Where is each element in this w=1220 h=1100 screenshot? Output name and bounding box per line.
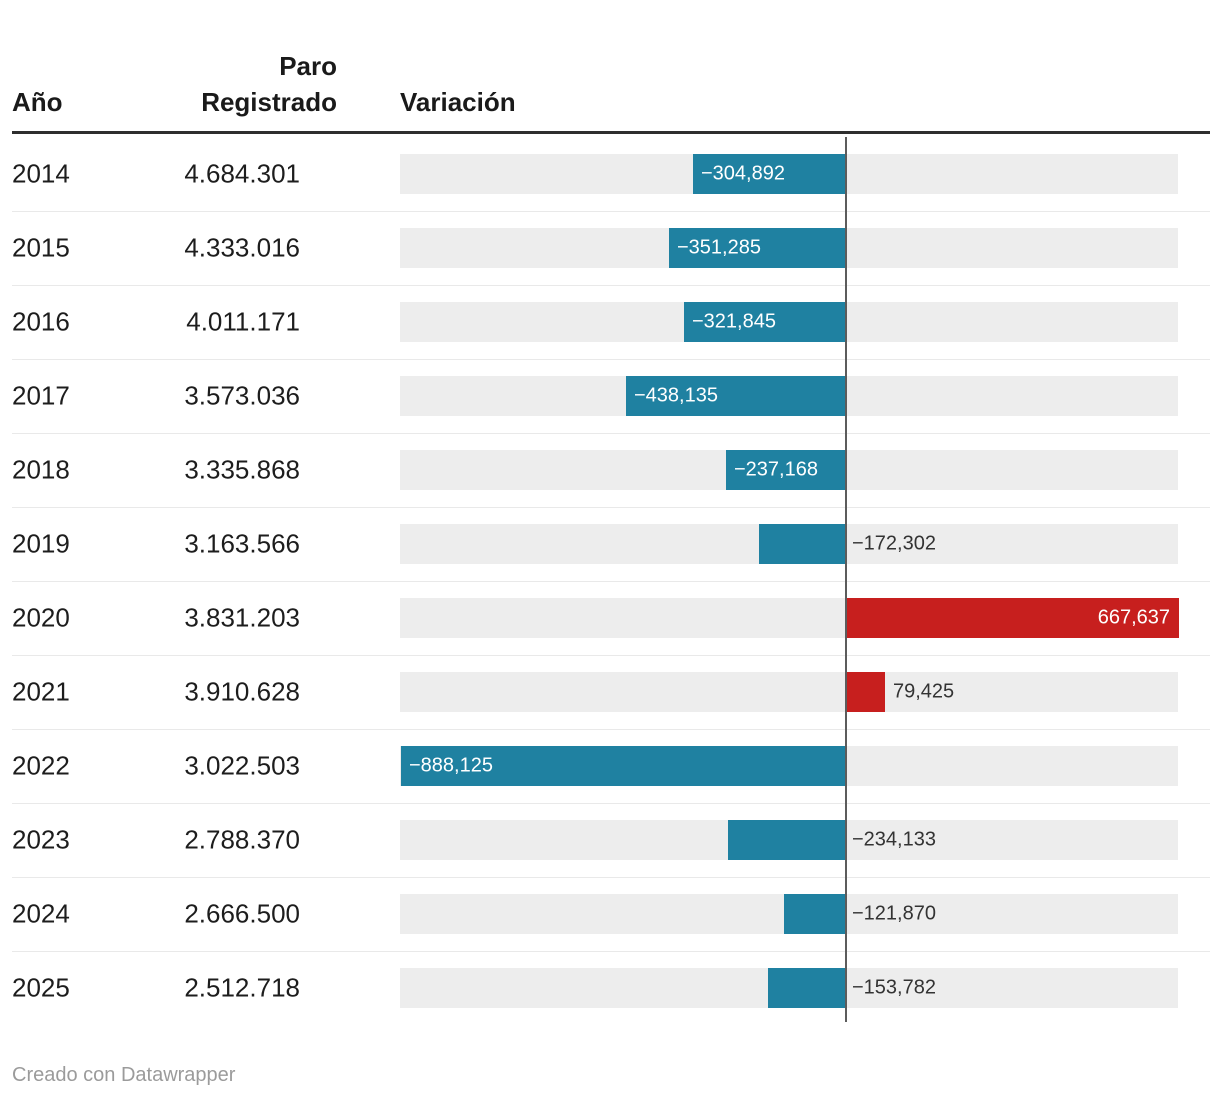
year-cell: 2015 bbox=[12, 232, 70, 263]
year-cell: 2014 bbox=[12, 158, 70, 189]
paro-registrado-cell: 4.684.301 bbox=[184, 158, 300, 189]
paro-registrado-cell: 3.910.628 bbox=[184, 676, 300, 707]
variation-bar-track: 667,637 bbox=[400, 598, 1179, 638]
table-row: 2024 2.666.500 −121,870 bbox=[0, 877, 1220, 951]
paro-registrado-cell: 4.333.016 bbox=[184, 232, 300, 263]
header-rule bbox=[12, 131, 1210, 134]
variation-value-label: 667,637 bbox=[1097, 606, 1170, 629]
table-row: 2014 4.684.301 −304,892 bbox=[0, 137, 1220, 211]
zero-baseline bbox=[845, 137, 847, 1022]
paro-registrado-cell: 2.666.500 bbox=[184, 898, 300, 929]
variation-value-label: −888,125 bbox=[409, 754, 493, 777]
paro-registrado-cell: 3.831.203 bbox=[184, 602, 300, 633]
paro-registrado-cell: 3.022.503 bbox=[184, 750, 300, 781]
variation-bar-track: −438,135 bbox=[400, 376, 1178, 416]
table-body: 2014 4.684.301 −304,892 2015 4.333.016 −… bbox=[0, 137, 1220, 1025]
variation-value-label: −172,302 bbox=[852, 532, 936, 555]
year-cell: 2017 bbox=[12, 380, 70, 411]
variation-bar-track: 79,425 bbox=[400, 672, 1178, 712]
variation-value-label: −121,870 bbox=[852, 902, 936, 925]
variation-bar bbox=[784, 894, 845, 934]
table-row: 2025 2.512.718 −153,782 bbox=[0, 951, 1220, 1025]
variation-bar bbox=[693, 154, 845, 194]
variation-bar bbox=[768, 968, 845, 1008]
variation-bar bbox=[759, 524, 845, 564]
variation-bar bbox=[845, 672, 885, 712]
table-row: 2017 3.573.036 −438,135 bbox=[0, 359, 1220, 433]
year-cell: 2023 bbox=[12, 824, 70, 855]
variation-value-label: −234,133 bbox=[852, 828, 936, 851]
paro-registrado-cell: 3.163.566 bbox=[184, 528, 300, 559]
variation-value-label: −351,285 bbox=[677, 236, 761, 259]
variation-bar-track: −321,845 bbox=[400, 302, 1178, 342]
variation-bar bbox=[728, 820, 845, 860]
variation-bar bbox=[401, 746, 845, 786]
column-header-year: Año bbox=[12, 87, 63, 117]
year-cell: 2020 bbox=[12, 602, 70, 633]
variation-bar-track: −237,168 bbox=[400, 450, 1178, 490]
year-cell: 2019 bbox=[12, 528, 70, 559]
table-row: 2018 3.335.868 −237,168 bbox=[0, 433, 1220, 507]
variation-value-label: −438,135 bbox=[634, 384, 718, 407]
year-cell: 2024 bbox=[12, 898, 70, 929]
year-cell: 2022 bbox=[12, 750, 70, 781]
table-row: 2016 4.011.171 −321,845 bbox=[0, 285, 1220, 359]
paro-registrado-cell: 4.011.171 bbox=[186, 306, 300, 337]
variation-value-label: −304,892 bbox=[701, 162, 785, 185]
datawrapper-credit: Creado con Datawrapper bbox=[12, 1064, 236, 1086]
variation-bar-track: −351,285 bbox=[400, 228, 1178, 268]
column-header-paro-registrado: Paro Registrado bbox=[201, 51, 337, 117]
year-cell: 2021 bbox=[12, 676, 70, 707]
year-cell: 2016 bbox=[12, 306, 70, 337]
paro-registrado-cell: 3.335.868 bbox=[184, 454, 300, 485]
variation-bar bbox=[626, 376, 845, 416]
table-row: 2022 3.022.503 −888,125 bbox=[0, 729, 1220, 803]
variation-bar-track: −153,782 bbox=[400, 968, 1178, 1008]
column-header-variacion: Variación bbox=[400, 87, 516, 117]
variation-bar-track: −888,125 bbox=[400, 746, 1178, 786]
variation-value-label: −153,782 bbox=[852, 976, 936, 999]
year-cell: 2025 bbox=[12, 972, 70, 1003]
variation-bar bbox=[669, 228, 845, 268]
paro-registrado-cell: 3.573.036 bbox=[184, 380, 300, 411]
paro-registrado-cell: 2.512.718 bbox=[184, 972, 300, 1003]
variation-bar bbox=[684, 302, 845, 342]
variation-bar-track: −121,870 bbox=[400, 894, 1178, 934]
variation-value-label: −237,168 bbox=[734, 458, 818, 481]
paro-registrado-cell: 2.788.370 bbox=[184, 824, 300, 855]
variation-value-label: −321,845 bbox=[692, 310, 776, 333]
variation-bar bbox=[726, 450, 845, 490]
table-row: 2021 3.910.628 79,425 bbox=[0, 655, 1220, 729]
table-row: 2015 4.333.016 −351,285 bbox=[0, 211, 1220, 285]
year-cell: 2018 bbox=[12, 454, 70, 485]
variation-bar-track: −172,302 bbox=[400, 524, 1178, 564]
variation-bar bbox=[845, 598, 1179, 638]
table-row: 2020 3.831.203 667,637 bbox=[0, 581, 1220, 655]
variation-bar-track: −234,133 bbox=[400, 820, 1178, 860]
table-row: 2023 2.788.370 −234,133 bbox=[0, 803, 1220, 877]
variation-value-label: 79,425 bbox=[893, 680, 955, 703]
variation-bar-track: −304,892 bbox=[400, 154, 1178, 194]
table-row: 2019 3.163.566 −172,302 bbox=[0, 507, 1220, 581]
